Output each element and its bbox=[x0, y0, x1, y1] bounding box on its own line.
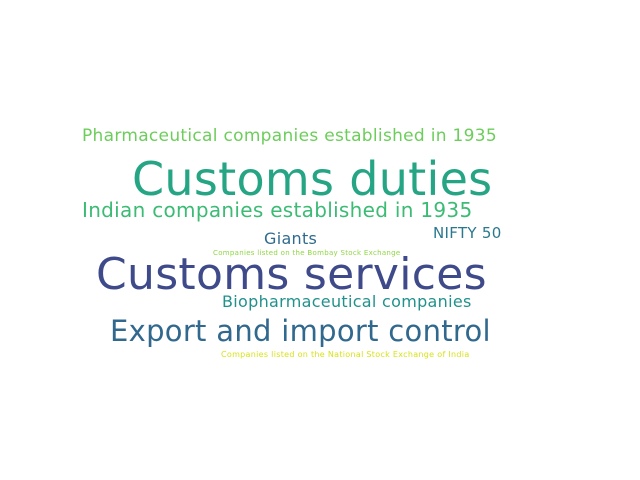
word-customs-duties: Customs duties bbox=[132, 152, 493, 206]
word-pharmaceutical-companies-1935: Pharmaceutical companies established in … bbox=[82, 126, 497, 146]
word-indian-companies-1935: Indian companies established in 1935 bbox=[82, 198, 473, 222]
word-giants: Giants bbox=[264, 229, 318, 248]
word-bombay-stock-exchange: Companies listed on the Bombay Stock Exc… bbox=[213, 249, 401, 257]
word-customs-services: Customs services bbox=[96, 249, 487, 300]
word-biopharmaceutical-companies: Biopharmaceutical companies bbox=[222, 292, 472, 311]
word-nifty-50: NIFTY 50 bbox=[433, 224, 502, 242]
word-national-stock-exchange: Companies listed on the National Stock E… bbox=[221, 350, 470, 359]
word-export-import-control: Export and import control bbox=[110, 314, 491, 348]
